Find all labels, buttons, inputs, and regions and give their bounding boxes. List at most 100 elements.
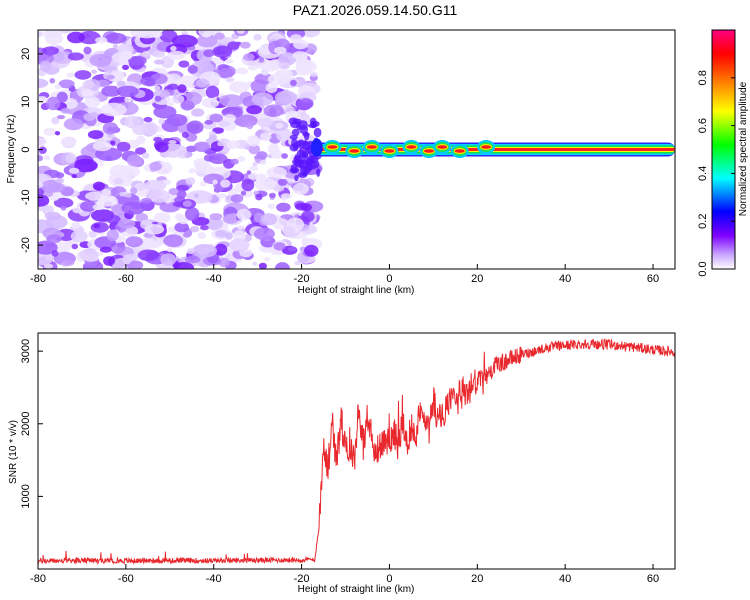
noise-blob	[218, 67, 234, 79]
noise-blob	[167, 114, 188, 126]
noise-blob	[218, 257, 230, 268]
noise-blob	[160, 92, 166, 97]
noise-blob	[58, 79, 75, 89]
noise-blob	[60, 205, 67, 211]
noise-blob	[167, 247, 173, 253]
snr-background	[38, 333, 675, 569]
noise-blob	[66, 72, 75, 78]
noise-blob	[185, 255, 201, 264]
noise-blob	[128, 55, 147, 66]
noise-blob	[263, 104, 284, 118]
noise-blob	[316, 168, 321, 177]
spectrogram-y-tick-label: -10	[20, 189, 32, 205]
noise-blob	[217, 141, 226, 147]
noise-blob	[153, 105, 177, 119]
noise-blob	[309, 117, 317, 128]
spectrogram-x-ticks: -80 -60 -40 -20 0 20 40 60	[30, 264, 659, 285]
noise-blob	[215, 229, 228, 238]
noise-blob	[264, 257, 271, 262]
noise-blob	[71, 243, 79, 250]
noise-blob	[71, 174, 78, 179]
noise-blob	[281, 196, 287, 201]
noise-blob	[101, 85, 122, 97]
noise-blob	[230, 158, 239, 165]
noise-blob	[67, 52, 84, 61]
noise-blob	[274, 68, 294, 82]
noise-blob	[259, 160, 267, 165]
noise-blob	[237, 225, 245, 230]
noise-blob	[212, 45, 233, 58]
noise-blob	[74, 158, 98, 173]
noise-blob	[298, 98, 314, 109]
noise-blob	[49, 195, 59, 201]
noise-blob	[246, 105, 262, 115]
noise-blob	[288, 117, 299, 125]
spectrogram-x-tick-label: 60	[647, 273, 659, 285]
noise-blob	[92, 141, 112, 152]
signal-peak	[349, 149, 360, 153]
noise-blob	[190, 226, 200, 233]
colorbar-gradient	[711, 29, 736, 270]
noise-blob	[230, 194, 244, 203]
snr-x-tick-label: -20	[294, 573, 310, 585]
noise-blob	[136, 135, 146, 145]
noise-blob	[84, 96, 101, 108]
noise-blob	[154, 85, 161, 91]
noise-blob	[313, 160, 320, 168]
noise-blob	[174, 222, 189, 233]
noise-blob	[274, 262, 290, 269]
noise-blob	[44, 211, 61, 221]
noise-blob	[78, 249, 99, 261]
snr-y-tick-label: 1000	[20, 484, 32, 508]
noise-blob	[253, 33, 262, 41]
noise-blob	[63, 118, 84, 131]
noise-blob	[176, 184, 190, 192]
noise-blob	[246, 123, 254, 130]
noise-blob	[239, 41, 251, 49]
noise-blob	[148, 189, 171, 203]
noise-blob	[42, 30, 57, 39]
noise-blob	[98, 162, 104, 167]
snr-x-tick-label: 20	[471, 573, 483, 585]
noise-blobs	[38, 30, 324, 269]
noise-blob	[65, 153, 77, 164]
noise-blob	[38, 31, 43, 37]
noise-blob	[71, 221, 81, 230]
noise-blob	[229, 81, 250, 93]
spectrogram-y-tick-label: 20	[20, 48, 32, 60]
noise-blob	[203, 49, 215, 58]
noise-blob	[54, 131, 61, 136]
noise-blob	[155, 142, 169, 153]
noise-blob	[268, 192, 276, 198]
signal-peak	[327, 145, 338, 149]
noise-blob	[247, 135, 261, 147]
noise-blob	[38, 252, 54, 266]
noise-blob	[201, 97, 220, 108]
noise-blob	[90, 222, 110, 233]
noise-blob	[44, 155, 50, 161]
noise-blob	[160, 55, 174, 69]
noise-blob	[298, 161, 303, 169]
noise-blob	[180, 100, 195, 111]
noise-blob	[300, 30, 321, 38]
noise-blob	[301, 171, 308, 177]
noise-blob	[222, 108, 230, 114]
noise-blob	[283, 226, 296, 238]
noise-blob	[247, 172, 259, 180]
noise-blob	[261, 71, 269, 76]
noise-blob	[142, 121, 158, 136]
noise-blob	[298, 120, 308, 130]
noise-blob	[80, 200, 97, 212]
noise-blob	[127, 228, 135, 235]
noise-blob	[122, 254, 133, 265]
spectrogram-x-tick-label: -40	[206, 273, 222, 285]
noise-blob	[208, 134, 218, 140]
noise-blob	[91, 69, 97, 74]
noise-blob	[154, 212, 171, 224]
noise-blob	[163, 234, 184, 248]
snr-y-ticks: 1000 2000 3000	[20, 339, 43, 509]
spectrogram-x-tick-label: -60	[118, 273, 134, 285]
colorbar-tick-label: 0.4	[697, 166, 709, 181]
spectrogram-x-tick-label: 0	[386, 273, 392, 285]
signal-peak	[423, 149, 434, 153]
